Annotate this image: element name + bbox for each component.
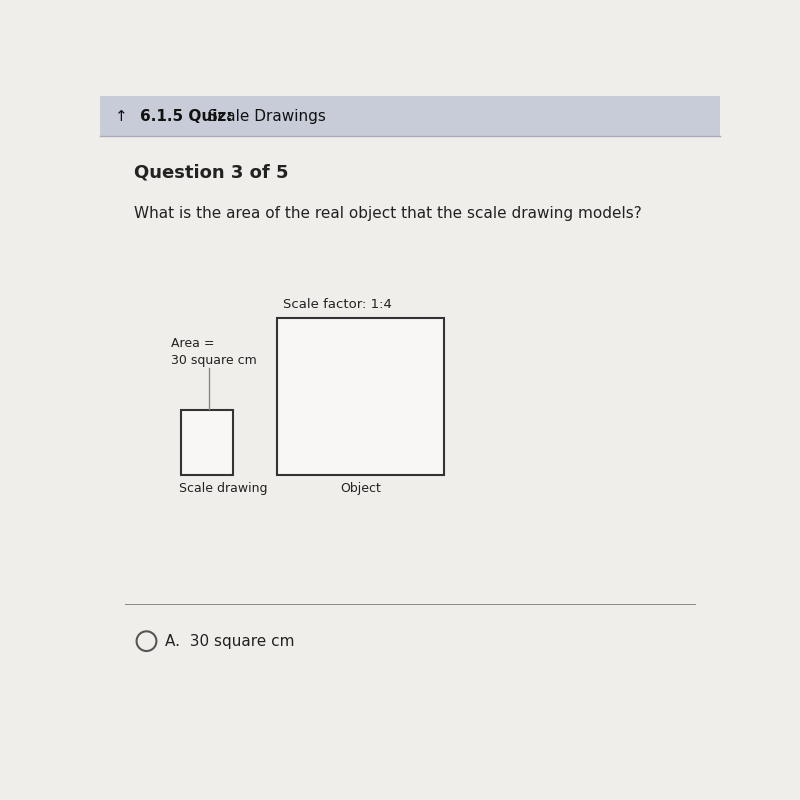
Bar (277, 318, 444, 475)
Text: ↑: ↑ (115, 109, 128, 123)
Text: A.  30 square cm: A. 30 square cm (165, 634, 294, 649)
Text: 6.1.5 Quiz:: 6.1.5 Quiz: (140, 109, 233, 123)
Text: Scale drawing: Scale drawing (179, 482, 268, 495)
Bar (181, 410, 234, 475)
Text: Object: Object (340, 482, 381, 495)
Circle shape (137, 631, 157, 651)
Text: Question 3 of 5: Question 3 of 5 (134, 164, 289, 182)
Text: Scale factor: 1:4: Scale factor: 1:4 (283, 298, 392, 310)
Text: Scale Drawings: Scale Drawings (209, 109, 326, 123)
Bar (100, 96, 720, 136)
Text: What is the area of the real object that the scale drawing models?: What is the area of the real object that… (134, 206, 642, 221)
Text: Area =
30 square cm: Area = 30 square cm (171, 337, 257, 366)
